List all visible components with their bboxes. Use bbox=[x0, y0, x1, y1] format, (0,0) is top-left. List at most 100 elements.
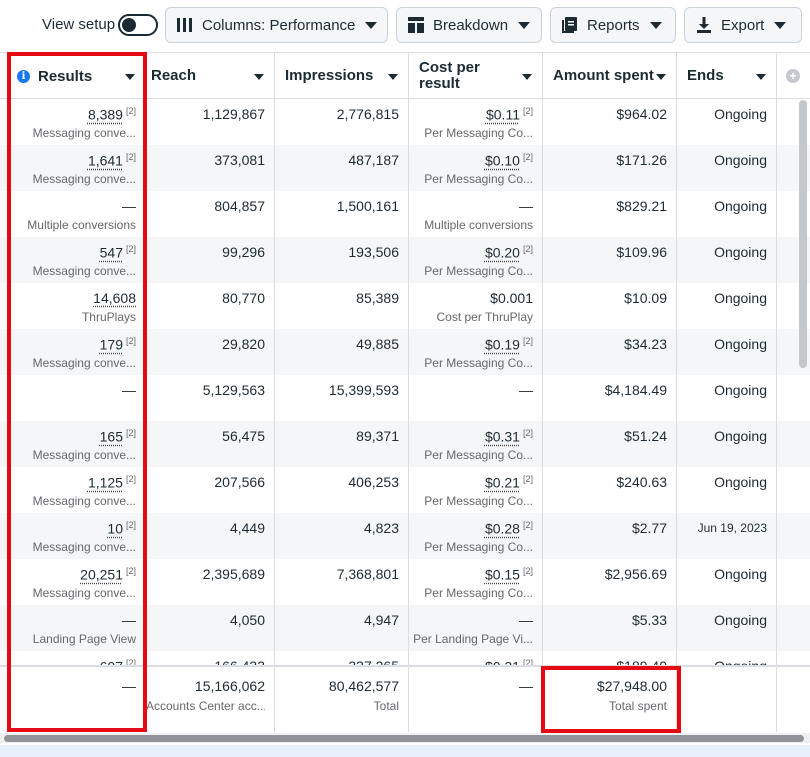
table-row[interactable]: 14,608 ThruPlays 80,770 85,389 $0.001 Cost pe… bbox=[0, 283, 810, 329]
cell-impressions: 1,500,161 bbox=[275, 191, 409, 237]
export-button[interactable]: Export bbox=[684, 7, 802, 43]
table-row[interactable]: 1,125 [2] Messaging conve... 207,566 406,253… bbox=[0, 467, 810, 513]
cell-results-number[interactable]: 547 bbox=[99, 244, 123, 261]
header-label: Results bbox=[38, 67, 93, 85]
cell-amount-spent-value: $51.24 bbox=[624, 428, 667, 444]
header-ends[interactable]: Ends bbox=[677, 53, 777, 99]
vertical-scrollbar[interactable] bbox=[799, 100, 807, 368]
cell-results-number[interactable]: 1,125 bbox=[87, 474, 123, 491]
columns-button[interactable]: Columns: Performance bbox=[165, 7, 388, 43]
cell-results-number[interactable]: 1,641 bbox=[87, 152, 123, 169]
cell-cost-per-result-number[interactable]: $0.20 bbox=[484, 244, 520, 261]
totals-cost-per-result: — bbox=[409, 667, 543, 732]
table-row[interactable]: 179 [2] Messaging conve... 29,820 49,885 $0.1… bbox=[0, 329, 810, 375]
cell-reach: 80,770 bbox=[146, 283, 275, 329]
header-reach[interactable]: Reach bbox=[146, 53, 275, 99]
cell-results-number[interactable]: 14,608 bbox=[93, 290, 136, 306]
table-row[interactable]: 20,251 [2] Messaging conve... 2,395,689 7,36… bbox=[0, 559, 810, 605]
cell-reach-value: 804,857 bbox=[214, 198, 265, 214]
cell-reach-value: 29,820 bbox=[222, 336, 265, 352]
cell-reach-value: 373,081 bbox=[214, 152, 265, 168]
cell-cost-per-result-number[interactable]: $0.28 bbox=[484, 520, 520, 537]
cell-cost-per-result-number[interactable]: $0.19 bbox=[484, 336, 520, 353]
totals-reach-number[interactable]: 15,166,062 bbox=[194, 678, 265, 694]
cell-cost-per-result-value: $0.10 [2] bbox=[409, 152, 533, 169]
table-row[interactable]: — 5,129,563 15,399,593 — $4,184.49 Ongoing bbox=[0, 375, 810, 421]
chevron-down-icon[interactable] bbox=[522, 74, 532, 80]
footnote-marker: [2] bbox=[522, 520, 533, 530]
table-row[interactable]: 547 [2] Messaging conve... 99,296 193,506 $0.… bbox=[0, 237, 810, 283]
cell-results: — Multiple conversions bbox=[0, 191, 146, 237]
header-impressions[interactable]: Impressions bbox=[275, 53, 409, 99]
toggle-knob bbox=[122, 18, 136, 32]
reports-button[interactable]: Reports bbox=[550, 7, 676, 43]
chevron-down-icon[interactable] bbox=[125, 74, 135, 80]
footnote-marker: [2] bbox=[125, 152, 136, 162]
cell-impressions-value: 15,399,593 bbox=[328, 382, 399, 398]
info-icon[interactable]: i bbox=[17, 69, 30, 83]
cell-cost-per-result-value: $0.19 [2] bbox=[409, 336, 533, 353]
cell-results-number[interactable]: 10 bbox=[107, 520, 123, 537]
cell-reach: 373,081 bbox=[146, 145, 275, 191]
cell-cost-per-result-value: $0.001 bbox=[409, 290, 533, 307]
cell-cost-per-result-number[interactable]: $0.15 bbox=[484, 566, 520, 583]
totals-row: — 15,166,062 Accounts Center acc... 80,4… bbox=[0, 665, 810, 732]
cell-results-number[interactable]: 8,389 bbox=[87, 106, 123, 123]
cell-impressions: 89,371 bbox=[275, 421, 409, 467]
cell-ends: Ongoing bbox=[677, 605, 777, 651]
footnote-marker: [2] bbox=[522, 474, 533, 484]
table-row[interactable]: — Multiple conversions 804,857 1,500,161 — Mu… bbox=[0, 191, 810, 237]
cell-cost-per-result: $0.19 [2] Per Messaging Co... bbox=[409, 329, 543, 375]
cell-amount-spent-value: $34.23 bbox=[624, 336, 667, 352]
cell-cost-per-result-number[interactable]: $0.001 bbox=[490, 290, 533, 306]
cell-cost-per-result: $0.001 Cost per ThruPlay bbox=[409, 283, 543, 329]
cell-cost-per-result-number[interactable]: $0.10 bbox=[484, 152, 520, 169]
cell-results-number[interactable]: 165 bbox=[99, 428, 123, 445]
cell-amount-spent-value: $4,184.49 bbox=[604, 382, 667, 398]
chevron-down-icon[interactable] bbox=[254, 74, 264, 80]
cell-cost-per-result-number[interactable]: $0.31 bbox=[484, 428, 520, 445]
cell-impressions: 7,368,801 bbox=[275, 559, 409, 605]
totals-reach-value[interactable]: 15,166,062 bbox=[146, 678, 265, 694]
cell-ends-value: Ongoing bbox=[714, 106, 767, 122]
table-row[interactable]: 165 [2] Messaging conve... 56,475 89,371 $0.3… bbox=[0, 421, 810, 467]
chevron-down-icon[interactable] bbox=[656, 74, 666, 80]
chevron-down-icon[interactable] bbox=[756, 74, 766, 80]
table-row[interactable]: — Landing Page View 4,050 4,947 — Per Landing… bbox=[0, 605, 810, 651]
table-row[interactable]: 8,389 [2] Messaging conve... 1,129,867 2,776… bbox=[0, 99, 810, 145]
horizontal-scrollbar[interactable] bbox=[4, 735, 804, 742]
totals-spent-sub: Total spent bbox=[608, 699, 667, 713]
header-amount-spent[interactable]: Amount spent bbox=[543, 53, 677, 99]
chevron-down-icon bbox=[774, 21, 787, 29]
header-label: Ends bbox=[687, 67, 724, 84]
breakdown-button[interactable]: Breakdown bbox=[396, 7, 542, 43]
cell-amount-spent-value: $2.77 bbox=[631, 520, 667, 536]
cell-results: 8,389 [2] Messaging conve... bbox=[0, 99, 146, 145]
footnote-marker: [2] bbox=[522, 244, 533, 254]
cell-ends: Ongoing bbox=[677, 375, 777, 421]
table-row[interactable]: 1,641 [2] Messaging conve... 373,081 487,187… bbox=[0, 145, 810, 191]
header-cost-per-result[interactable]: Cost per result bbox=[409, 53, 543, 99]
cell-impressions: 193,506 bbox=[275, 237, 409, 283]
cell-results-sub: Messaging conve... bbox=[32, 126, 136, 140]
footnote-marker: [2] bbox=[522, 152, 533, 162]
table-row[interactable]: 10 [2] Messaging conve... 4,449 4,823 $0.28 [2… bbox=[0, 513, 810, 559]
cell-reach: 1,129,867 bbox=[146, 99, 275, 145]
cell-reach: 4,449 bbox=[146, 513, 275, 559]
cell-cost-per-result-number: — bbox=[519, 612, 533, 628]
cell-amount-spent-value: $2,956.69 bbox=[604, 566, 667, 582]
header-results[interactable]: i Results bbox=[0, 53, 146, 99]
footnote-marker: [2] bbox=[522, 336, 533, 346]
cell-amount-spent-value: $109.96 bbox=[616, 244, 667, 260]
chevron-down-icon[interactable] bbox=[388, 74, 398, 80]
cell-cost-per-result-number[interactable]: $0.21 bbox=[484, 474, 520, 491]
add-column-icon[interactable]: + bbox=[786, 69, 800, 83]
cell-cost-per-result: $0.20 [2] Per Messaging Co... bbox=[409, 237, 543, 283]
view-setup-toggle[interactable] bbox=[118, 14, 158, 36]
cell-impressions-value: 85,389 bbox=[356, 290, 399, 306]
cell-results-number[interactable]: 20,251 bbox=[80, 566, 123, 583]
footnote-marker: [2] bbox=[522, 428, 533, 438]
cell-cost-per-result-number[interactable]: $0.11 bbox=[485, 106, 520, 123]
cell-results-number[interactable]: 179 bbox=[99, 336, 123, 353]
cell-ends: Ongoing bbox=[677, 145, 777, 191]
